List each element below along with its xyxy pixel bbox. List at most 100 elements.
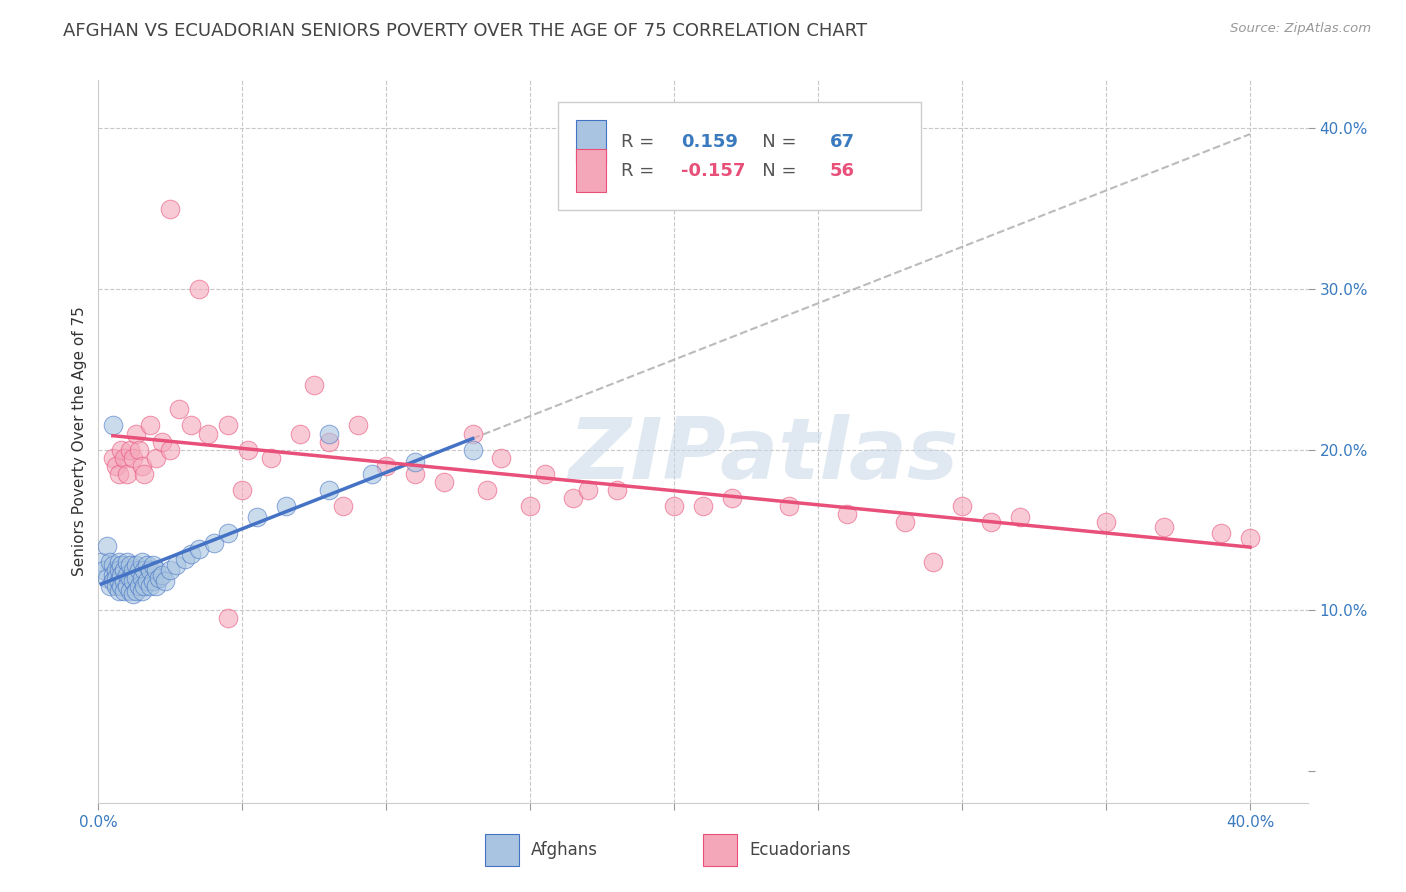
Point xyxy=(134,563,156,577)
Point xyxy=(136,558,159,573)
Point xyxy=(125,583,148,598)
Point xyxy=(150,434,173,449)
Point xyxy=(122,587,145,601)
Point xyxy=(134,579,156,593)
Point xyxy=(1239,531,1261,545)
Text: Afghans: Afghans xyxy=(531,841,599,859)
Point xyxy=(107,467,129,481)
Point xyxy=(173,551,195,566)
Point xyxy=(101,418,124,433)
Point xyxy=(145,450,167,465)
Point xyxy=(288,426,311,441)
Point xyxy=(136,574,159,589)
Point xyxy=(153,574,176,589)
Point xyxy=(318,426,340,441)
Point xyxy=(104,458,127,473)
Point xyxy=(332,499,354,513)
Point xyxy=(125,571,148,585)
Point xyxy=(112,583,135,598)
Point xyxy=(110,579,132,593)
Point xyxy=(120,571,142,585)
Point xyxy=(101,558,124,573)
Point xyxy=(1095,515,1118,529)
Point xyxy=(115,467,138,481)
Point xyxy=(120,442,142,457)
Point xyxy=(122,574,145,589)
Point xyxy=(125,558,148,573)
Point xyxy=(491,450,513,465)
Text: N =: N = xyxy=(745,133,803,151)
Text: AFGHAN VS ECUADORIAN SENIORS POVERTY OVER THE AGE OF 75 CORRELATION CHART: AFGHAN VS ECUADORIAN SENIORS POVERTY OVE… xyxy=(63,22,868,40)
Point xyxy=(128,442,150,457)
Point xyxy=(236,442,259,457)
Point xyxy=(125,426,148,441)
Point xyxy=(606,483,628,497)
FancyBboxPatch shape xyxy=(576,149,606,193)
Text: ZIPatlas: ZIPatlas xyxy=(568,415,959,498)
Point xyxy=(131,458,153,473)
Point xyxy=(122,450,145,465)
FancyBboxPatch shape xyxy=(576,120,606,163)
Point xyxy=(375,458,398,473)
Point xyxy=(1211,526,1233,541)
Point xyxy=(980,515,1002,529)
Point xyxy=(217,526,239,541)
Point xyxy=(519,499,541,513)
Point xyxy=(664,499,686,513)
Point xyxy=(93,563,115,577)
Y-axis label: Seniors Poverty Over the Age of 75: Seniors Poverty Over the Age of 75 xyxy=(72,307,87,576)
Point xyxy=(90,555,112,569)
Text: Source: ZipAtlas.com: Source: ZipAtlas.com xyxy=(1230,22,1371,36)
Point xyxy=(131,583,153,598)
Point xyxy=(576,483,599,497)
Text: 56: 56 xyxy=(830,161,855,179)
Point xyxy=(197,426,219,441)
Point xyxy=(835,507,858,521)
Point xyxy=(361,467,384,481)
Point xyxy=(98,555,121,569)
Point xyxy=(433,475,456,489)
Point xyxy=(404,455,426,469)
Point xyxy=(922,555,945,569)
Point xyxy=(139,579,162,593)
Point xyxy=(159,442,181,457)
Point xyxy=(101,567,124,582)
Point xyxy=(101,574,124,589)
Point xyxy=(150,567,173,582)
Point xyxy=(260,450,283,465)
Point xyxy=(112,450,135,465)
Point xyxy=(120,583,142,598)
FancyBboxPatch shape xyxy=(558,102,921,211)
Point xyxy=(778,499,800,513)
Point xyxy=(110,567,132,582)
Point xyxy=(180,547,202,561)
Text: Ecuadorians: Ecuadorians xyxy=(749,841,851,859)
Point xyxy=(461,426,484,441)
Point xyxy=(274,499,297,513)
Text: 0.159: 0.159 xyxy=(682,133,738,151)
Point xyxy=(533,467,555,481)
Point xyxy=(188,542,211,557)
Point xyxy=(461,442,484,457)
Point xyxy=(217,611,239,625)
Point xyxy=(96,571,118,585)
Point xyxy=(128,563,150,577)
Point xyxy=(128,579,150,593)
Point xyxy=(101,450,124,465)
Point xyxy=(107,583,129,598)
Point xyxy=(231,483,253,497)
Point xyxy=(98,579,121,593)
Point xyxy=(110,442,132,457)
Point xyxy=(159,202,181,216)
Point xyxy=(145,579,167,593)
Point xyxy=(110,558,132,573)
Point xyxy=(562,491,585,505)
Text: R =: R = xyxy=(621,133,665,151)
Point xyxy=(304,378,326,392)
Point xyxy=(159,563,181,577)
Point xyxy=(720,491,742,505)
Point xyxy=(145,563,167,577)
Point xyxy=(1153,519,1175,533)
FancyBboxPatch shape xyxy=(485,834,519,865)
Point xyxy=(167,402,190,417)
